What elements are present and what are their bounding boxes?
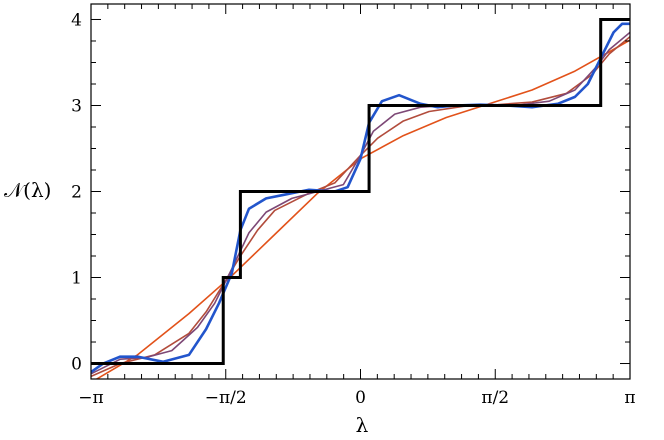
series-line-2 bbox=[91, 36, 630, 378]
x-tick-label: −π/2 bbox=[205, 388, 247, 408]
series-line-4 bbox=[91, 22, 630, 374]
x-axis-label: λ bbox=[356, 413, 369, 437]
x-tick-label: −π bbox=[78, 388, 103, 408]
series-line-3 bbox=[91, 31, 630, 375]
y-axis-label: 𝒩(λ) bbox=[4, 178, 51, 202]
y-tick-label: 1 bbox=[71, 269, 82, 289]
step-function-line bbox=[91, 17, 630, 366]
x-tick-label: π bbox=[624, 388, 635, 408]
y-tick-label: 4 bbox=[71, 10, 82, 30]
x-tick-label: 0 bbox=[355, 388, 366, 408]
y-tick-label: 3 bbox=[71, 96, 82, 116]
series-line-1 bbox=[95, 39, 630, 379]
y-tick-label: 2 bbox=[71, 183, 82, 203]
y-tick-label: 0 bbox=[71, 355, 82, 375]
x-tick-label: π/2 bbox=[481, 388, 509, 408]
